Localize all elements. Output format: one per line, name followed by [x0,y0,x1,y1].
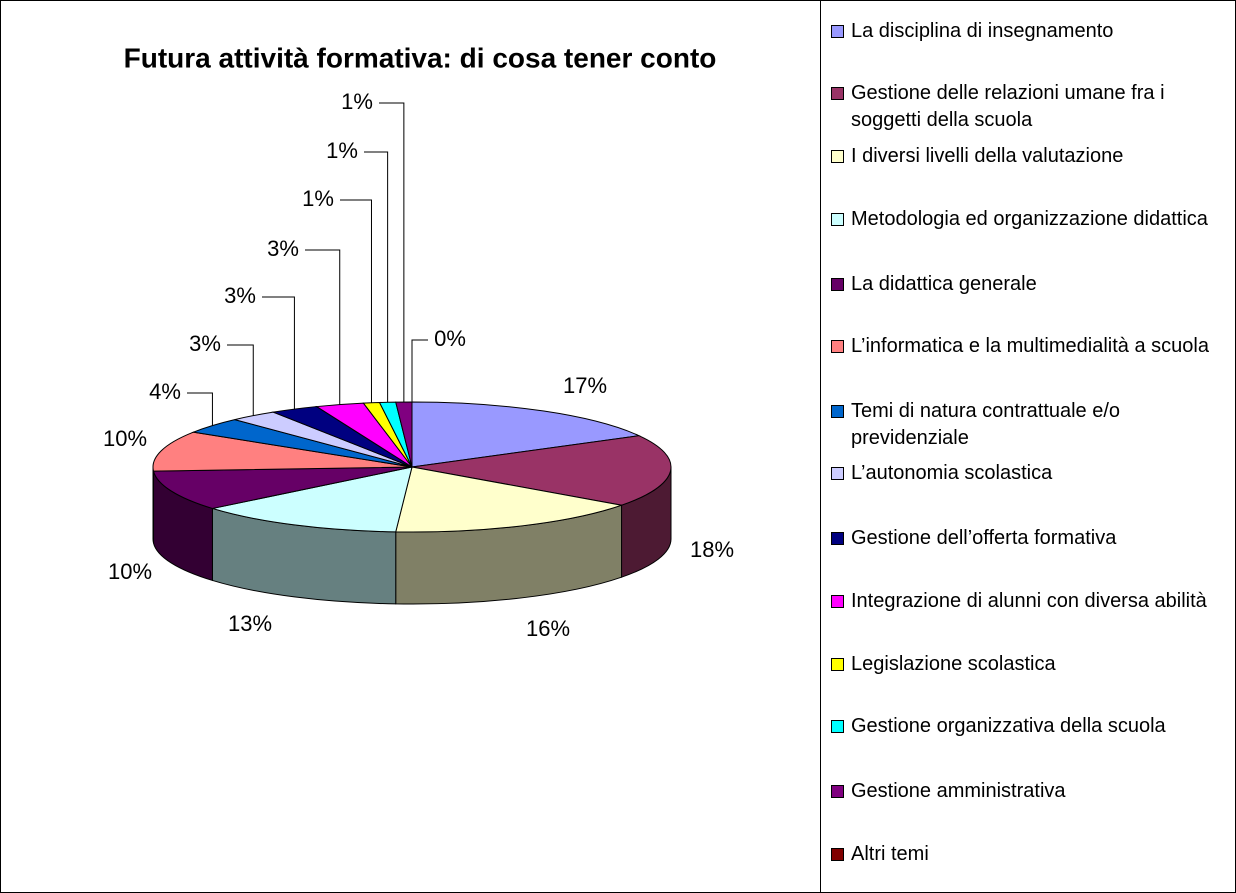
legend-swatch [831,340,844,353]
legend-label: Metodologia ed organizzazione didattica [851,208,1208,230]
legend-label: Gestione delle relazioni umane fra i sog… [851,82,1165,131]
legend-label: Gestione organizzativa della scuola [851,715,1166,737]
slice [411,401,641,468]
legend-label: Temi di natura contrattuale e/o previden… [851,400,1121,449]
legend: La disciplina di insegnamento Gestione de… [820,0,1235,892]
slice [395,466,624,533]
legend-swatch [831,595,844,608]
legend-label: Legislazione scolastica [851,653,1056,675]
leader-line [379,102,405,403]
slice [152,466,413,509]
data-label: 3% [189,331,221,356]
legend-swatch [831,405,844,418]
slice [212,466,413,533]
legend-label: I diversi livelli della valutazione [851,145,1124,167]
data-label: 4% [149,379,181,404]
legend-swatch [831,848,844,861]
legend-label: La didattica generale [851,273,1037,295]
slice [411,435,672,506]
legend-label: Gestione amministrativa [851,780,1066,802]
leader-line [411,339,428,402]
leader-line [262,296,295,410]
legend-label: Altri temi [851,843,929,865]
slice [152,431,413,472]
data-label: 1% [326,138,358,163]
data-label: 17% [563,373,607,398]
legend-label: L’autonomia scolastica [851,462,1053,484]
data-label: 13% [228,611,272,636]
legend-label: L’informatica e la multimedialità a scuo… [851,335,1209,357]
leader-line [305,249,341,405]
data-label: 3% [267,236,299,261]
legend-swatch [831,278,844,291]
legend-swatch [831,25,844,38]
data-label: 0% [434,326,466,351]
leader-line [187,392,213,426]
data-label: 3% [224,283,256,308]
legend-swatch [831,467,844,480]
data-label: 10% [108,559,152,584]
data-label: 10% [103,426,147,451]
legend-label: Integrazione di alunni con diversa abili… [851,590,1207,612]
legend-swatch [831,785,844,798]
data-label: 1% [341,89,373,114]
legend-label: La disciplina di insegnamento [851,20,1114,42]
legend-label: Gestione dell’offerta formativa [851,527,1117,549]
legend-swatch [831,87,844,100]
leader-line [340,199,372,403]
legend-swatch [831,213,844,226]
legend-swatch [831,658,844,671]
legend-swatch [831,532,844,545]
legend-swatch [831,150,844,163]
leader-line [364,151,389,403]
chart-title: Futura attività formativa: di cosa tener… [124,42,717,73]
data-label: 18% [690,537,734,562]
data-label: 16% [526,616,570,641]
data-label: 1% [302,186,334,211]
slice-side [152,466,155,544]
leader-line [227,344,254,416]
legend-swatch [831,720,844,733]
